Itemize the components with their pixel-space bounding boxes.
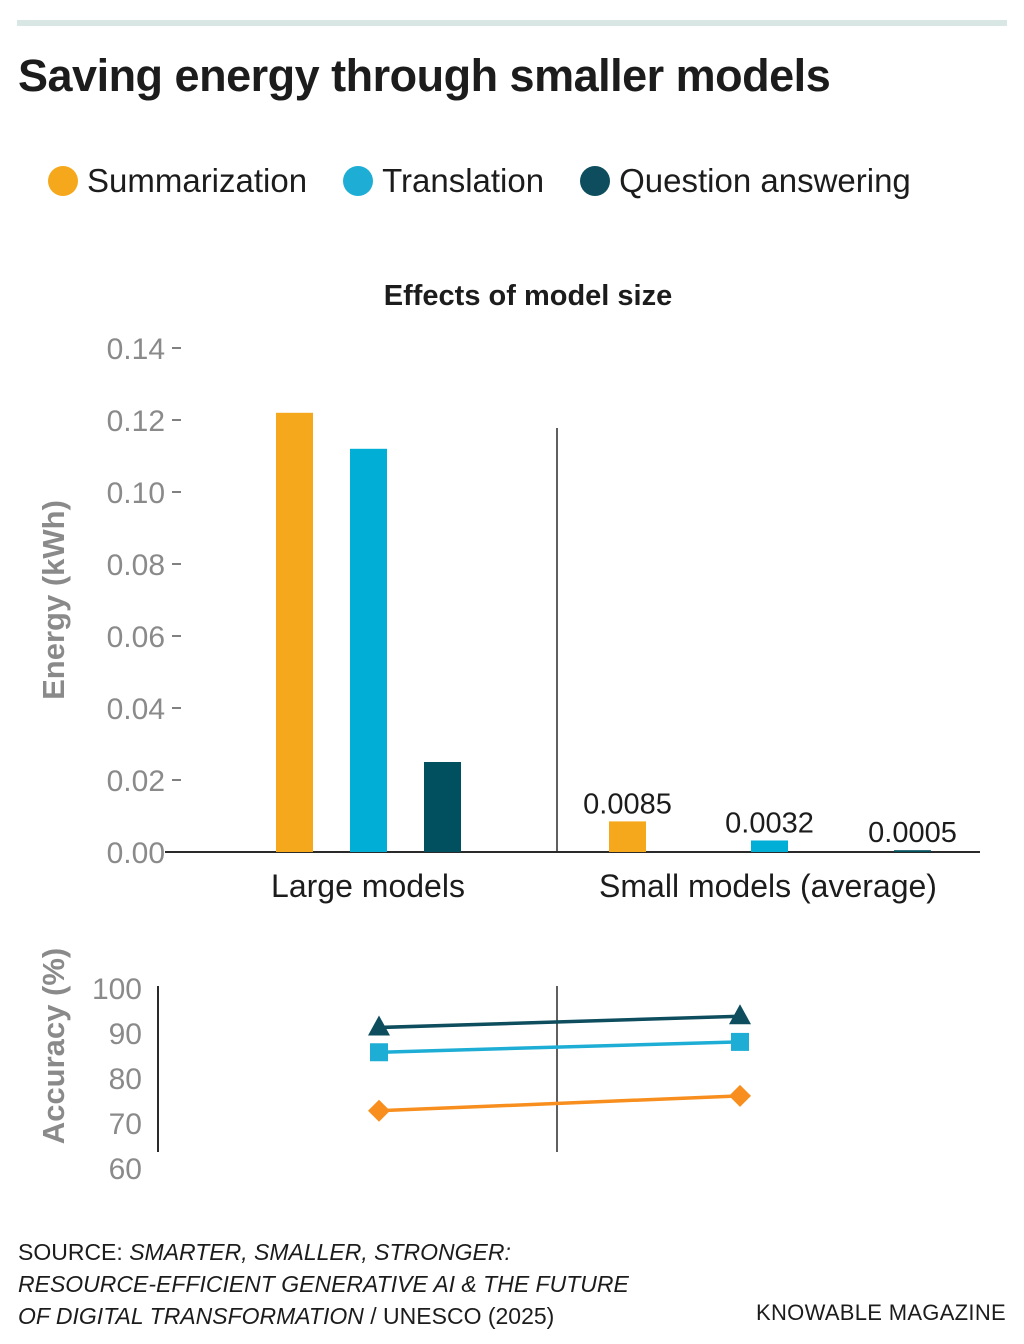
accuracy-tick-label: 70 xyxy=(109,1108,142,1141)
bar-data-label: 0.0085 xyxy=(583,788,672,820)
source-title-line-3: OF DIGITAL TRANSFORMATION xyxy=(18,1303,364,1329)
legend-item-question-answering: Question answering xyxy=(580,162,911,200)
bar-question-answering xyxy=(424,762,461,852)
y-tick-label: 0.14 xyxy=(107,333,165,366)
source-prefix: SOURCE: xyxy=(18,1239,130,1265)
legend-label: Translation xyxy=(382,162,545,199)
source-suffix: / UNESCO (2025) xyxy=(363,1303,555,1329)
legend-label: Question answering xyxy=(619,162,911,199)
y-tick-label: 0.02 xyxy=(107,765,165,798)
legend-label: Summarization xyxy=(87,162,308,199)
y-tick-label: 0.04 xyxy=(107,693,165,726)
accuracy-point-question-answering xyxy=(368,1015,390,1036)
bar-data-label: 0.0005 xyxy=(868,817,957,849)
legend-dot-icon xyxy=(580,166,611,196)
legend: Summarization Translation Question answe… xyxy=(48,158,947,204)
y-tick-label: 0.08 xyxy=(107,549,165,582)
legend-dot-icon xyxy=(48,166,78,196)
accuracy-axis-label: Accuracy (%) xyxy=(36,948,71,1144)
bar-summarization xyxy=(276,412,313,852)
top-rule xyxy=(17,20,1007,26)
y-tick-label: 0.00 xyxy=(107,837,165,870)
source-title-line-1: SMARTER, SMALLER, STRONGER: xyxy=(129,1239,511,1265)
bar-summarization xyxy=(609,821,646,852)
accuracy-point-question-answering xyxy=(729,1004,751,1025)
bar-question-answering xyxy=(894,850,931,852)
accuracy-tick-label: 90 xyxy=(109,1018,142,1051)
y-tick-label: 0.06 xyxy=(107,621,165,654)
legend-item-translation: Translation xyxy=(343,162,544,200)
y-axis-label: Energy (kWh) xyxy=(36,500,71,700)
bar-translation xyxy=(350,448,387,852)
legend-item-summarization: Summarization xyxy=(48,162,307,200)
accuracy-tick-label: 100 xyxy=(92,973,142,1006)
accuracy-point-translation xyxy=(370,1043,388,1062)
page-title: Saving energy through smaller models xyxy=(18,50,831,101)
accuracy-point-summarization xyxy=(729,1084,751,1107)
x-category-label: Large models xyxy=(271,868,465,904)
source-note: SOURCE: SMARTER, SMALLER, STRONGER: RESO… xyxy=(18,1236,629,1332)
accuracy-line-translation xyxy=(378,1040,741,1054)
bar-translation xyxy=(751,840,788,852)
accuracy-tick-label: 60 xyxy=(109,1153,142,1186)
x-category-label: Small models (average) xyxy=(599,868,937,904)
legend-dot-icon xyxy=(343,166,374,196)
y-tick-label: 0.12 xyxy=(107,405,165,438)
accuracy-point-summarization xyxy=(368,1099,390,1122)
accuracy-tick-label: 80 xyxy=(109,1063,142,1096)
publisher-credit: KNOWABLE MAGAZINE xyxy=(756,1300,1006,1325)
accuracy-line-question-answering xyxy=(378,1014,741,1030)
accuracy-point-translation xyxy=(731,1032,749,1051)
source-title-line-2: RESOURCE-EFFICIENT GENERATIVE AI & THE F… xyxy=(18,1271,629,1297)
y-tick-label: 0.10 xyxy=(107,477,165,510)
bar-chart-title: Effects of model size xyxy=(384,280,672,312)
accuracy-line-summarization xyxy=(378,1094,741,1113)
bar-data-label: 0.0032 xyxy=(725,807,814,839)
